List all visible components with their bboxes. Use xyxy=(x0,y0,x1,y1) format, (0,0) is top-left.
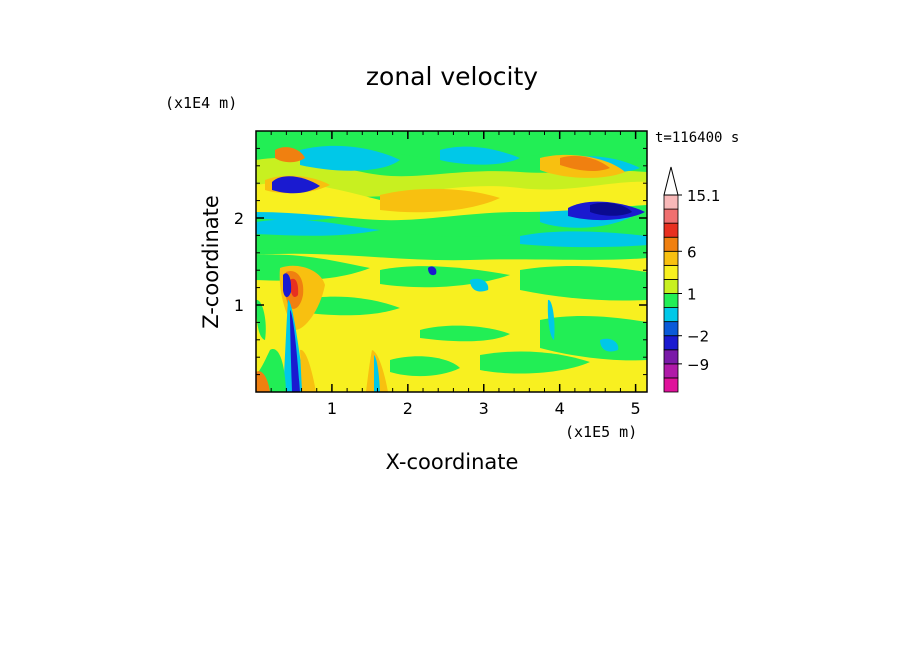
colorbar-swatch xyxy=(663,208,679,224)
axis-ticks: 1 2 3 4 5 1 2 xyxy=(234,131,647,418)
colorbar: 15.1 6 1 −2 −9 xyxy=(663,166,720,393)
colorbar-swatch xyxy=(663,363,679,379)
y-axis-label: Z-coordinate xyxy=(199,195,223,329)
colorbar-swatch xyxy=(663,307,679,323)
colorbar-swatch xyxy=(663,335,679,351)
chart-title: zonal velocity xyxy=(366,62,538,91)
y-tick-label: 2 xyxy=(234,209,244,228)
colorbar-swatch xyxy=(663,236,679,252)
heatmap-field xyxy=(256,131,647,392)
colorbar-tick-label: 1 xyxy=(687,286,697,304)
x-tick-label: 3 xyxy=(479,399,489,418)
x-unit-label: (x1E5 m) xyxy=(565,423,637,441)
colorbar-swatch xyxy=(663,250,679,266)
time-label: t=116400 s xyxy=(655,130,739,146)
colorbar-swatch xyxy=(663,293,679,308)
colorbar-swatch xyxy=(663,222,679,238)
colorbar-swatch xyxy=(663,279,679,294)
x-axis-label: X-coordinate xyxy=(386,450,519,474)
colorbar-extend-arrow xyxy=(663,166,679,196)
y-unit-label: (x1E4 m) xyxy=(165,94,237,112)
colorbar-tick-label: −9 xyxy=(687,356,709,374)
plot-frame xyxy=(255,130,648,393)
colorbar-swatch xyxy=(663,321,679,337)
colorbar-tick-label: −2 xyxy=(687,328,709,346)
colorbar-tick-label: 15.1 xyxy=(687,187,720,205)
colorbar-tick-label: 6 xyxy=(687,243,697,261)
y-tick-label: 1 xyxy=(234,296,244,315)
colorbar-swatch xyxy=(663,194,679,210)
colorbar-swatch xyxy=(663,377,679,393)
x-tick-label: 4 xyxy=(555,399,565,418)
x-tick-label: 1 xyxy=(327,399,337,418)
x-tick-label: 5 xyxy=(631,399,641,418)
colorbar-swatch xyxy=(663,264,679,280)
colorbar-swatch xyxy=(663,349,679,365)
x-tick-label: 2 xyxy=(403,399,413,418)
